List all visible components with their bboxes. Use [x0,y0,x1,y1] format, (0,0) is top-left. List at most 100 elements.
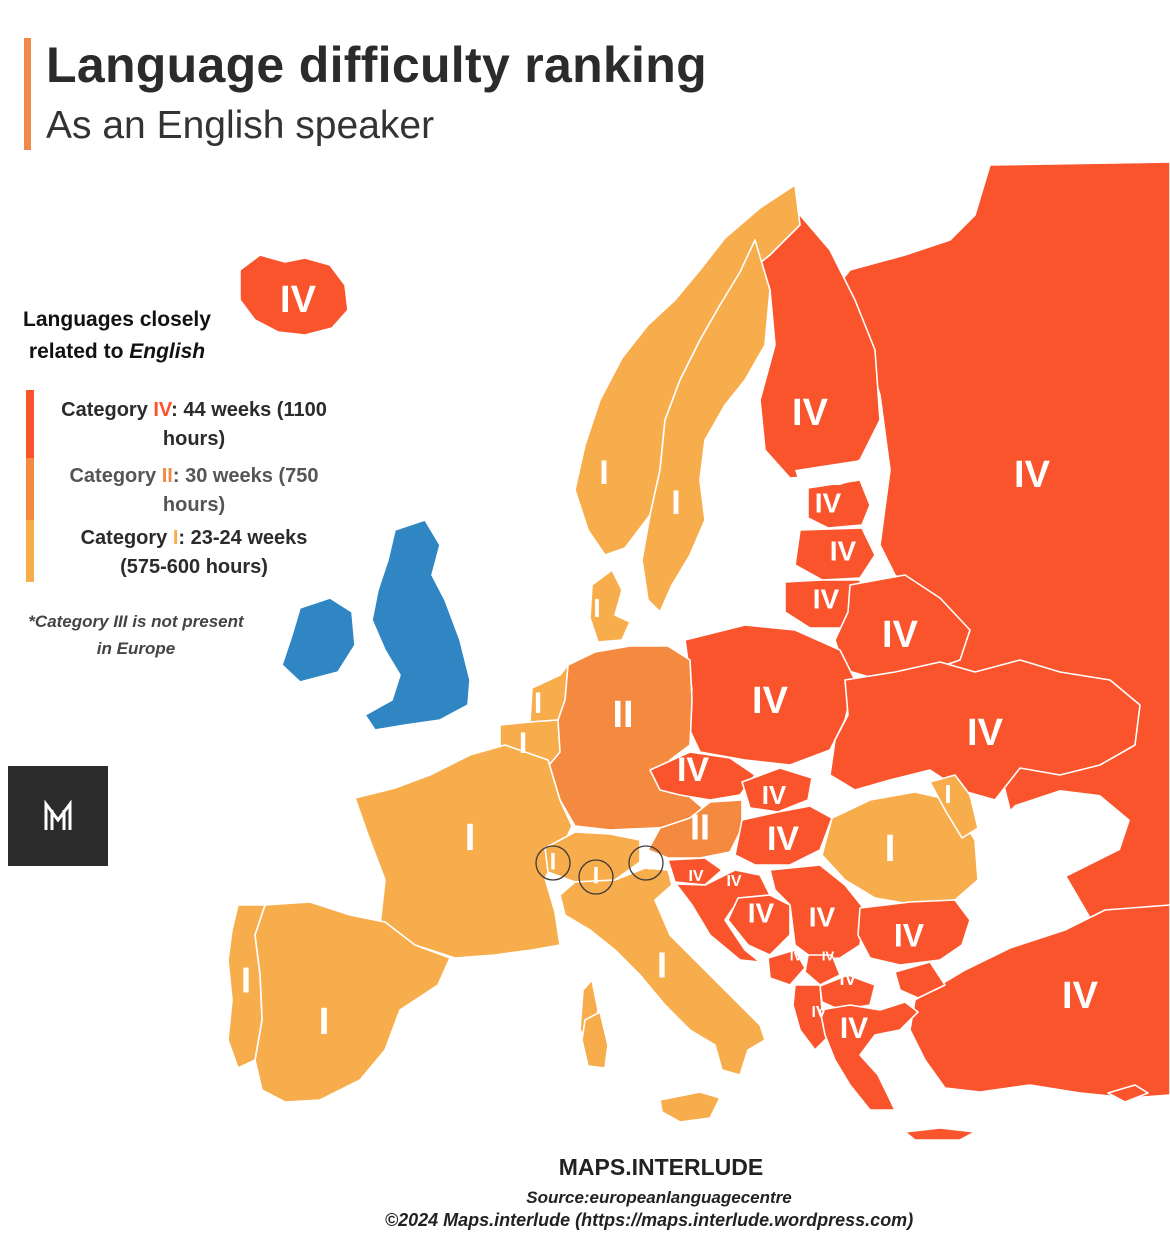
country-france[interactable] [354,744,573,959]
label-portugal: I [241,960,251,1001]
legend-heading-em: English [129,340,206,363]
country-great-britain[interactable] [364,519,471,731]
label-greece: IV [840,1012,868,1045]
label-romania: I [885,828,896,870]
label-bulgaria: IV [894,917,925,953]
country-romania[interactable] [821,791,979,906]
label-estonia: IV [815,487,842,518]
country-sicily[interactable] [659,1091,721,1123]
page-title: Language difficulty ranking [46,37,707,93]
footer-source: Source:europeanlanguagecentre [526,1188,792,1207]
legend-item-category-i: Category I: 23-24 weeks (575-600 hours) [44,524,344,582]
callout-ring-liechtenstein [628,845,664,881]
country-czechia[interactable] [649,751,756,801]
legend-bar-iv [26,390,34,458]
country-germany[interactable] [547,645,706,831]
country-iceland[interactable] [239,254,349,336]
label-netherlands: I [534,687,542,720]
legend-numeral: I [172,527,179,549]
country-sardinia[interactable] [581,1011,609,1069]
label-serbia: IV [809,901,836,932]
title-accent-bar [24,38,31,150]
country-east-thrace[interactable] [894,961,946,999]
legend-suffix: : 23-24 weeks [178,527,308,549]
country-ireland[interactable] [281,597,356,683]
legend-item-category-ii: Category II: 30 weeks (750 hours) [44,462,344,520]
country-denmark[interactable] [589,569,631,643]
label-poland: IV [752,680,789,722]
legend-item-line1: Category II: 30 weeks (750 [44,462,344,491]
label-bosnia: IV [748,897,775,928]
label-liechtenstein: II [639,848,652,875]
country-portugal[interactable] [227,904,266,1069]
legend-item-line2: hours) [162,428,226,450]
legend-note-line1: *Category III is not present [28,612,244,631]
country-sweden[interactable] [641,239,771,613]
label-czechia: IV [677,751,709,789]
label-germany: II [612,694,633,736]
legend-item-line1: Category IV: 44 weeks (1100 [44,396,344,425]
country-finland[interactable] [754,214,881,479]
legend-numeral: IV [153,399,172,421]
footer-brand: MAPS.INTERLUDE [558,1154,764,1180]
country-bosnia[interactable] [727,894,791,956]
label-turkey: IV [1062,975,1099,1017]
label-denmark: I [593,593,600,623]
callout-ring-switzerland-fr [535,845,571,881]
footer-copyright: ©2024 Maps.interlude (https://maps.inter… [384,1210,914,1230]
country-hungary[interactable] [734,805,833,866]
country-latvia[interactable] [794,527,876,581]
country-serbia[interactable] [769,864,866,961]
label-belarus: IV [882,614,919,656]
label-north-macedonia: IV [839,969,856,989]
black-sea [985,790,1130,890]
legend-heading: Languages closely related to English [10,304,224,368]
label-france: I [465,817,476,859]
legend-bar-i [26,520,34,582]
country-kosovo[interactable] [804,954,841,986]
country-bulgaria[interactable] [857,899,971,966]
label-finland: IV [792,392,829,434]
country-albania[interactable] [792,984,831,1051]
country-slovakia[interactable] [741,767,813,813]
country-slovenia[interactable] [667,857,723,886]
label-russia: IV [1014,454,1051,496]
label-moldova: I [944,779,951,809]
country-austria[interactable] [647,799,743,859]
label-switzerland-fr: I [550,848,557,875]
label-latvia: IV [830,535,857,566]
label-lithuania: IV [813,583,840,614]
country-montenegro[interactable] [767,949,806,986]
label-slovenia: IV [688,868,703,885]
legend-note-line2: in Europe [96,639,176,658]
page-subtitle: As an English speaker [46,104,435,147]
label-switzerland-it: I [593,862,600,889]
legend-bar-ii [26,458,34,520]
label-croatia: IV [726,873,741,890]
label-iceland: IV [280,279,317,321]
legend-note: *Category III is not present in Europe [18,608,254,662]
label-montenegro: IV [790,948,803,963]
label-spain: I [319,1001,330,1043]
legend-heading-prefix: related to [28,340,130,363]
country-crete[interactable] [904,1127,976,1141]
legend-suffix: : 44 weeks (1100 [171,399,327,421]
country-italy[interactable] [559,867,766,1076]
label-austria: II [690,807,710,848]
callout-ring-switzerland-it [578,859,614,895]
gulf-of-finland [795,460,880,485]
label-albania: IV [811,1004,826,1021]
legend-prefix: Category [80,527,173,549]
legend-item-category-iv: Category IV: 44 weeks (1100 hours) [44,396,344,454]
label-kosovo: IV [822,948,835,963]
country-ukraine[interactable] [829,659,1141,801]
legend-prefix: Category [69,465,162,487]
country-croatia[interactable] [675,869,771,963]
country-estonia[interactable] [807,479,871,529]
country-greece[interactable] [819,1001,919,1111]
country-cyprus[interactable] [1107,1084,1149,1103]
legend-item-line2: hours) [162,494,226,516]
legend-item-line2: (575-600 hours) [120,556,268,578]
country-moldova[interactable] [929,774,979,839]
